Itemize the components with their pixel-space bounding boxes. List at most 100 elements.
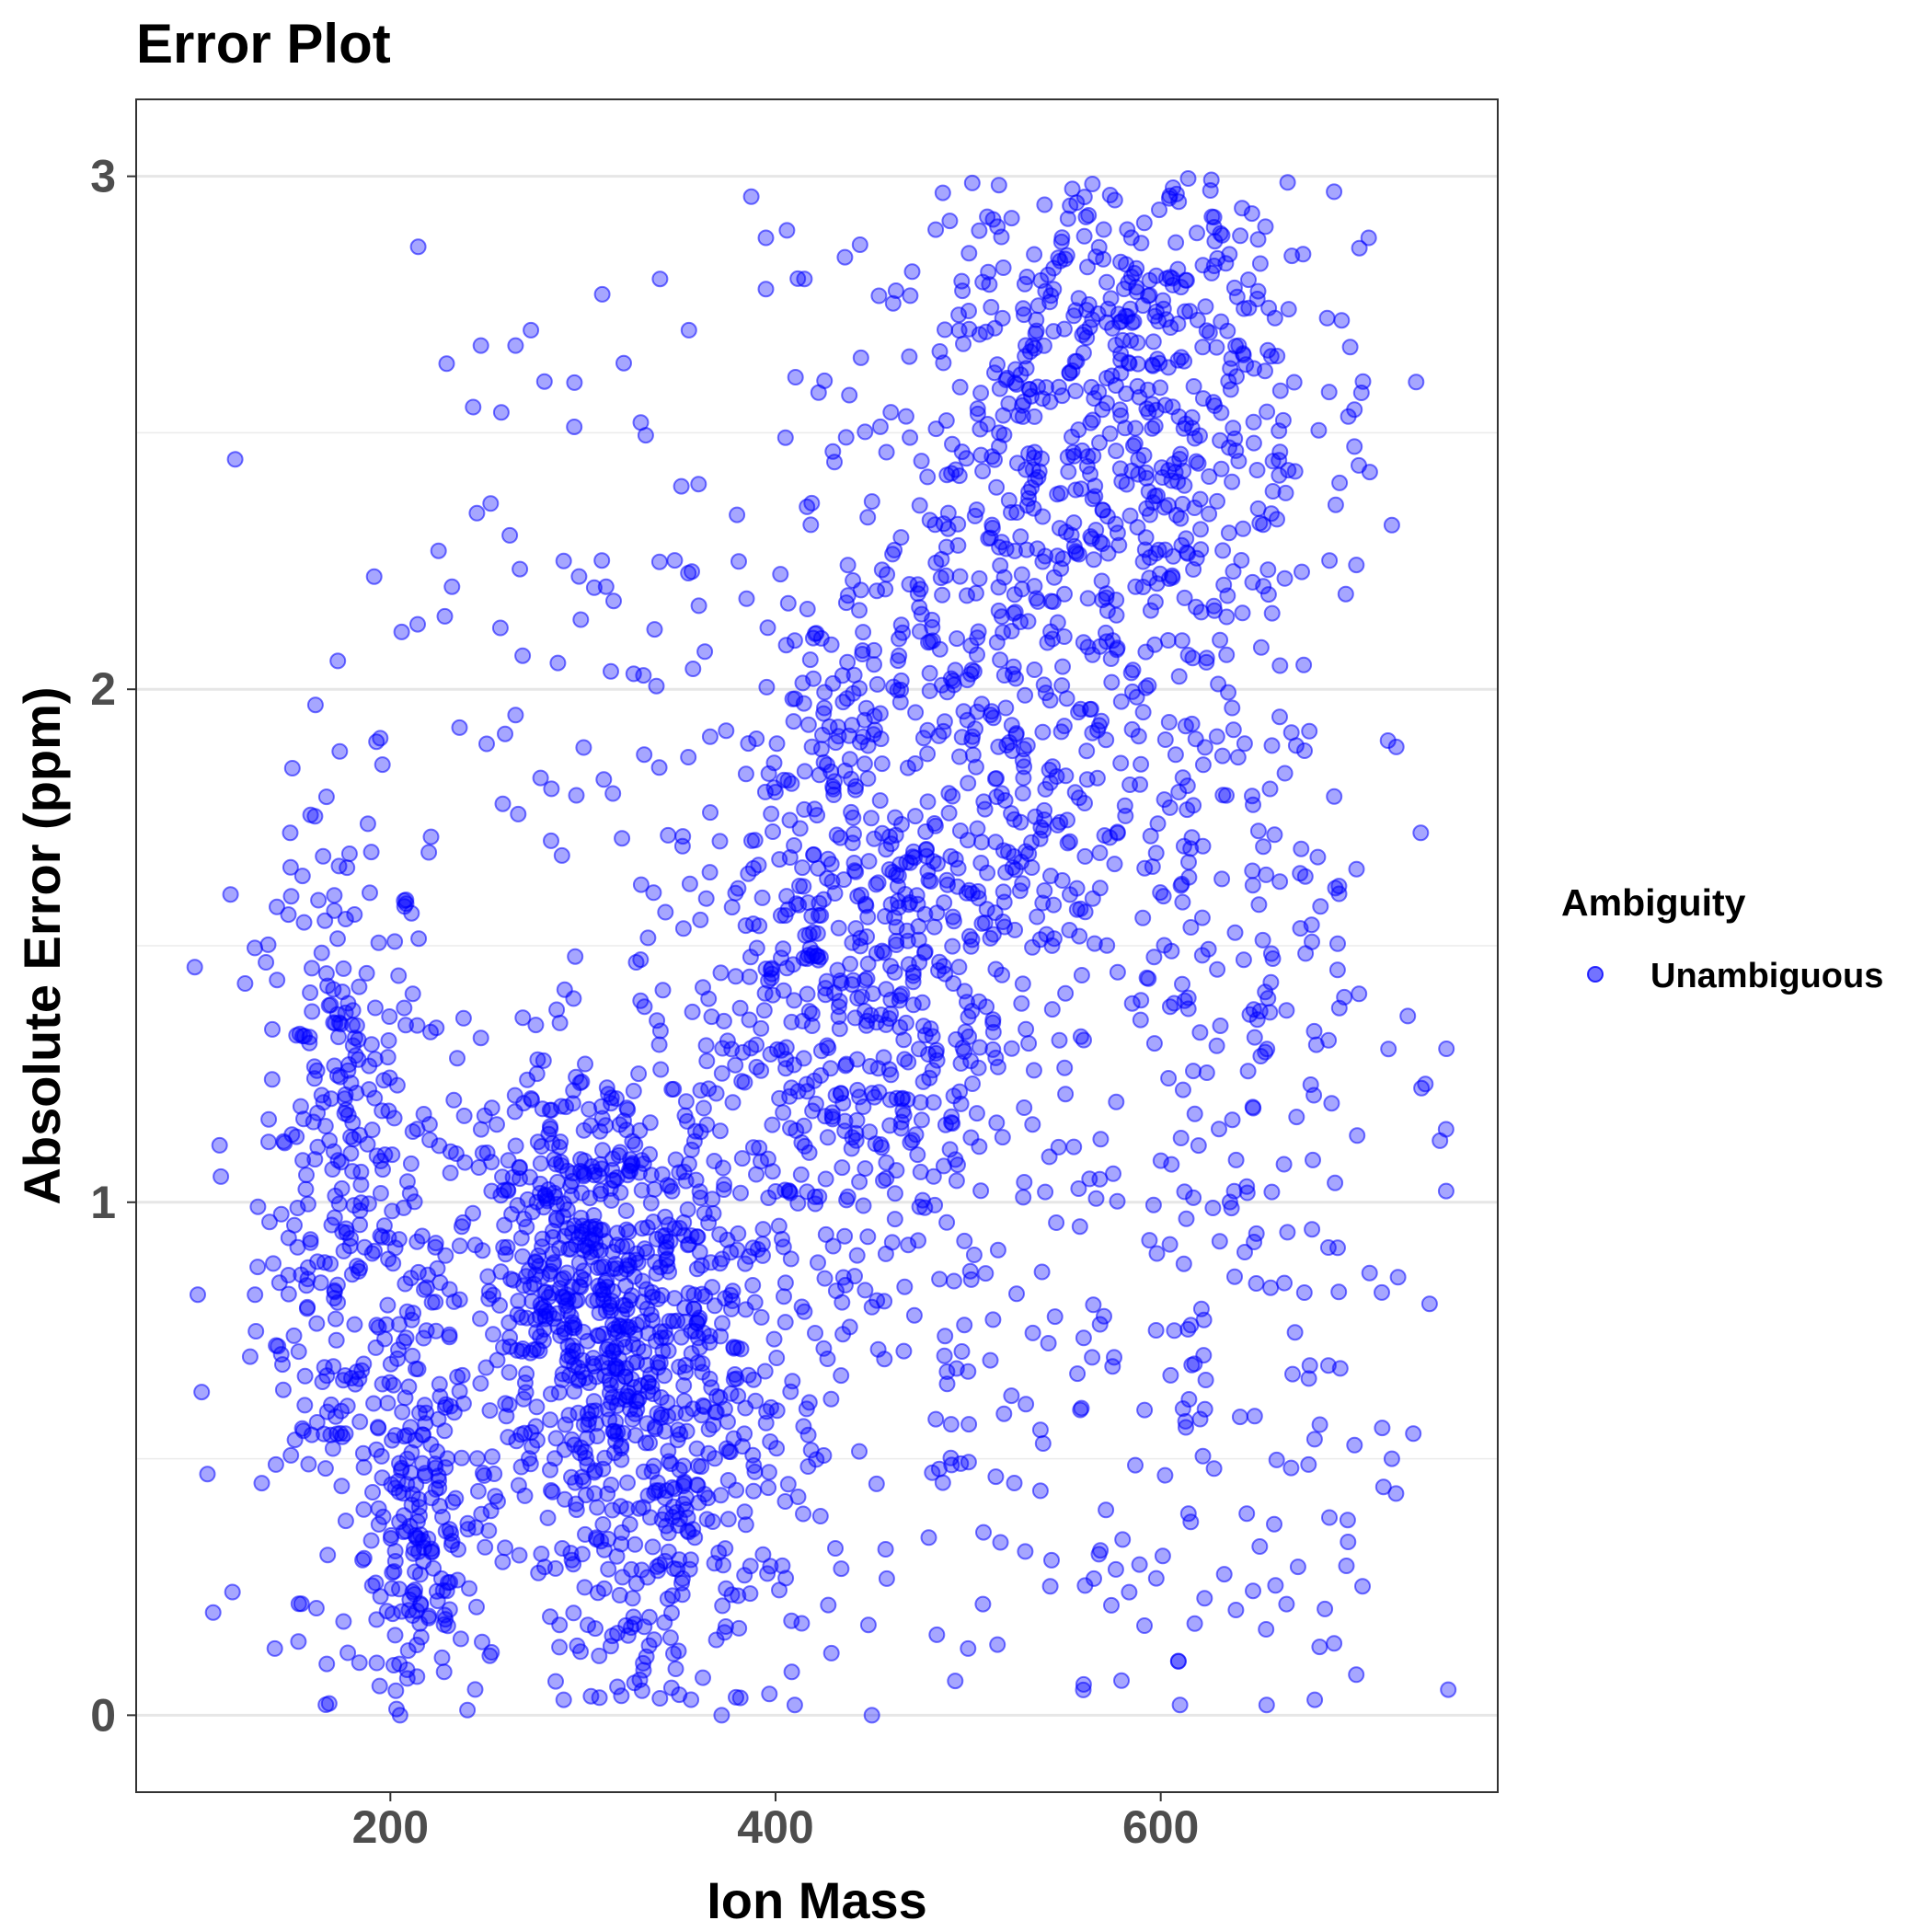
data-point — [1257, 218, 1274, 236]
data-point — [1018, 737, 1036, 754]
data-point — [236, 975, 254, 992]
data-point — [674, 920, 692, 937]
data-point — [1258, 1621, 1275, 1638]
data-point — [408, 1637, 426, 1653]
data-point — [642, 1194, 660, 1212]
data-point — [374, 1508, 392, 1525]
data-point — [891, 694, 909, 711]
data-point — [622, 1163, 639, 1180]
data-point — [1198, 650, 1215, 667]
data-point — [1087, 477, 1104, 495]
data-point — [824, 674, 842, 692]
data-point — [995, 893, 1013, 911]
data-point — [645, 884, 662, 902]
data-point — [433, 1649, 451, 1666]
data-point — [1085, 551, 1102, 569]
data-point — [707, 1403, 724, 1420]
data-point — [1006, 542, 1023, 559]
data-point — [1034, 553, 1052, 570]
data-point — [1245, 1582, 1261, 1600]
data-point — [1079, 590, 1097, 607]
data-point — [587, 1218, 604, 1235]
chart-title: Error Plot — [136, 13, 391, 75]
data-point — [532, 1155, 549, 1172]
data-point — [1103, 673, 1121, 691]
data-point — [1179, 170, 1197, 187]
data-point — [644, 1312, 661, 1329]
data-point — [700, 1214, 718, 1232]
data-point — [581, 1100, 598, 1118]
data-point — [834, 1159, 851, 1177]
data-point — [967, 720, 983, 738]
data-point — [1240, 271, 1257, 289]
data-point — [1045, 930, 1063, 948]
data-point — [1025, 1062, 1042, 1079]
data-point — [289, 1238, 306, 1256]
data-point — [713, 1064, 730, 1082]
data-point — [927, 221, 945, 238]
data-point — [852, 886, 869, 903]
data-point — [555, 1691, 572, 1708]
data-point — [576, 1166, 593, 1183]
data-point — [1104, 319, 1121, 337]
data-point — [371, 1677, 388, 1695]
data-point — [661, 1313, 678, 1330]
data-point — [613, 1687, 630, 1705]
data-point — [938, 1213, 956, 1231]
data-point — [887, 282, 904, 299]
data-point — [1059, 448, 1076, 466]
data-point — [742, 188, 760, 205]
data-point — [1186, 500, 1203, 516]
data-point — [970, 623, 987, 640]
data-point — [768, 735, 786, 753]
data-point — [837, 1055, 855, 1073]
data-point — [950, 959, 968, 976]
data-point — [472, 337, 489, 354]
data-point — [465, 1204, 481, 1222]
data-point — [506, 1103, 523, 1121]
data-point — [1136, 1617, 1153, 1634]
data-point — [1326, 183, 1343, 201]
data-point — [857, 1282, 874, 1299]
data-point — [1219, 587, 1236, 604]
data-point — [1075, 1675, 1092, 1693]
data-point — [333, 1179, 351, 1197]
data-point — [1214, 542, 1232, 559]
data-point — [459, 1521, 477, 1538]
data-point — [1075, 1329, 1092, 1347]
data-point — [1156, 731, 1174, 748]
data-point — [575, 1121, 592, 1139]
data-point — [1278, 1595, 1295, 1613]
data-point — [635, 1654, 652, 1672]
data-point — [1110, 536, 1128, 554]
data-point — [1354, 373, 1372, 390]
data-point — [1321, 552, 1339, 569]
data-point — [742, 1558, 759, 1575]
data-point — [680, 1236, 697, 1253]
data-point — [1116, 420, 1133, 437]
data-point — [1091, 1170, 1109, 1188]
data-point — [1037, 1183, 1054, 1201]
data-point — [905, 1306, 923, 1324]
data-point — [847, 920, 865, 937]
data-point — [1294, 246, 1312, 263]
data-point — [1098, 273, 1115, 291]
data-point — [518, 1309, 535, 1327]
data-point — [451, 1237, 468, 1255]
data-point — [316, 912, 334, 929]
data-point — [692, 1190, 709, 1206]
data-point — [1225, 563, 1242, 581]
data-point — [359, 1135, 376, 1153]
data-point — [295, 914, 313, 931]
data-point — [1338, 1558, 1355, 1574]
legend-key-unambiguous — [1587, 966, 1604, 983]
data-point — [474, 1242, 491, 1259]
data-point — [1336, 988, 1353, 1006]
data-point — [1201, 505, 1218, 523]
data-point — [330, 857, 348, 875]
data-point — [921, 664, 938, 682]
data-point — [551, 1239, 569, 1257]
data-point — [695, 1099, 712, 1117]
data-point — [960, 303, 977, 319]
data-point — [1311, 1416, 1328, 1433]
